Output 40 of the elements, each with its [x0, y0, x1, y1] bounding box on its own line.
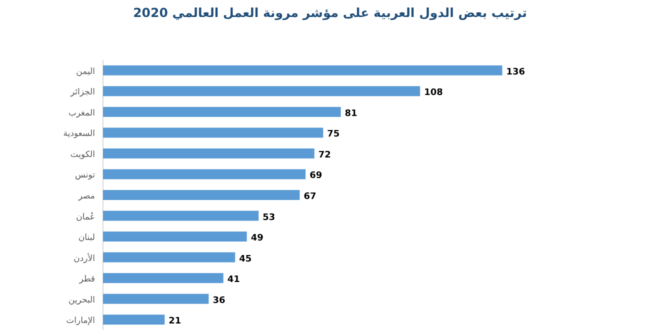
y-tick-label: الكويت	[70, 150, 95, 160]
bar	[103, 190, 300, 200]
y-tick-label: عُمان	[76, 211, 95, 222]
y-tick-label: الجزائر	[69, 88, 95, 98]
y-tick-label: الأردن	[74, 252, 95, 264]
data-label: 41	[227, 275, 240, 286]
data-label: 49	[250, 234, 264, 244]
y-tick-label: تونس	[75, 170, 96, 181]
bar	[103, 232, 247, 242]
bar	[103, 210, 259, 221]
y-tick-label: البحرين	[68, 295, 95, 306]
chart-title: ترتيب بعض الدول العربية على مؤشر مرونة العمل العالمي 2020	[133, 5, 527, 21]
data-label: 53	[262, 212, 276, 223]
bar	[103, 252, 236, 262]
y-tick-label: السعودية	[63, 129, 95, 140]
bar	[103, 128, 324, 138]
data-label: 75	[327, 130, 340, 140]
data-label: 69	[310, 171, 322, 182]
bar	[103, 86, 420, 96]
data-label: 72	[318, 150, 331, 160]
y-tick-label: لبنان	[78, 233, 95, 244]
bar	[103, 169, 306, 180]
y-tick-label: المغرب	[68, 108, 95, 118]
data-label: 81	[344, 108, 358, 119]
y-tick-label: قطر	[78, 274, 95, 285]
data-label: 136	[506, 67, 526, 78]
bar	[103, 294, 209, 304]
bar	[103, 106, 341, 117]
data-label: 67	[304, 192, 316, 202]
bar	[103, 65, 502, 76]
data-label: 21	[168, 316, 182, 327]
bar	[103, 273, 224, 284]
bar	[103, 148, 314, 158]
bar	[103, 314, 165, 325]
data-label: 45	[239, 254, 252, 264]
data-label: 108	[424, 88, 443, 98]
data-label: 36	[212, 296, 226, 306]
y-tick-label: مصر	[77, 192, 95, 202]
y-tick-label: اليمن	[76, 66, 95, 77]
y-tick-label: الإمارات	[66, 316, 95, 326]
